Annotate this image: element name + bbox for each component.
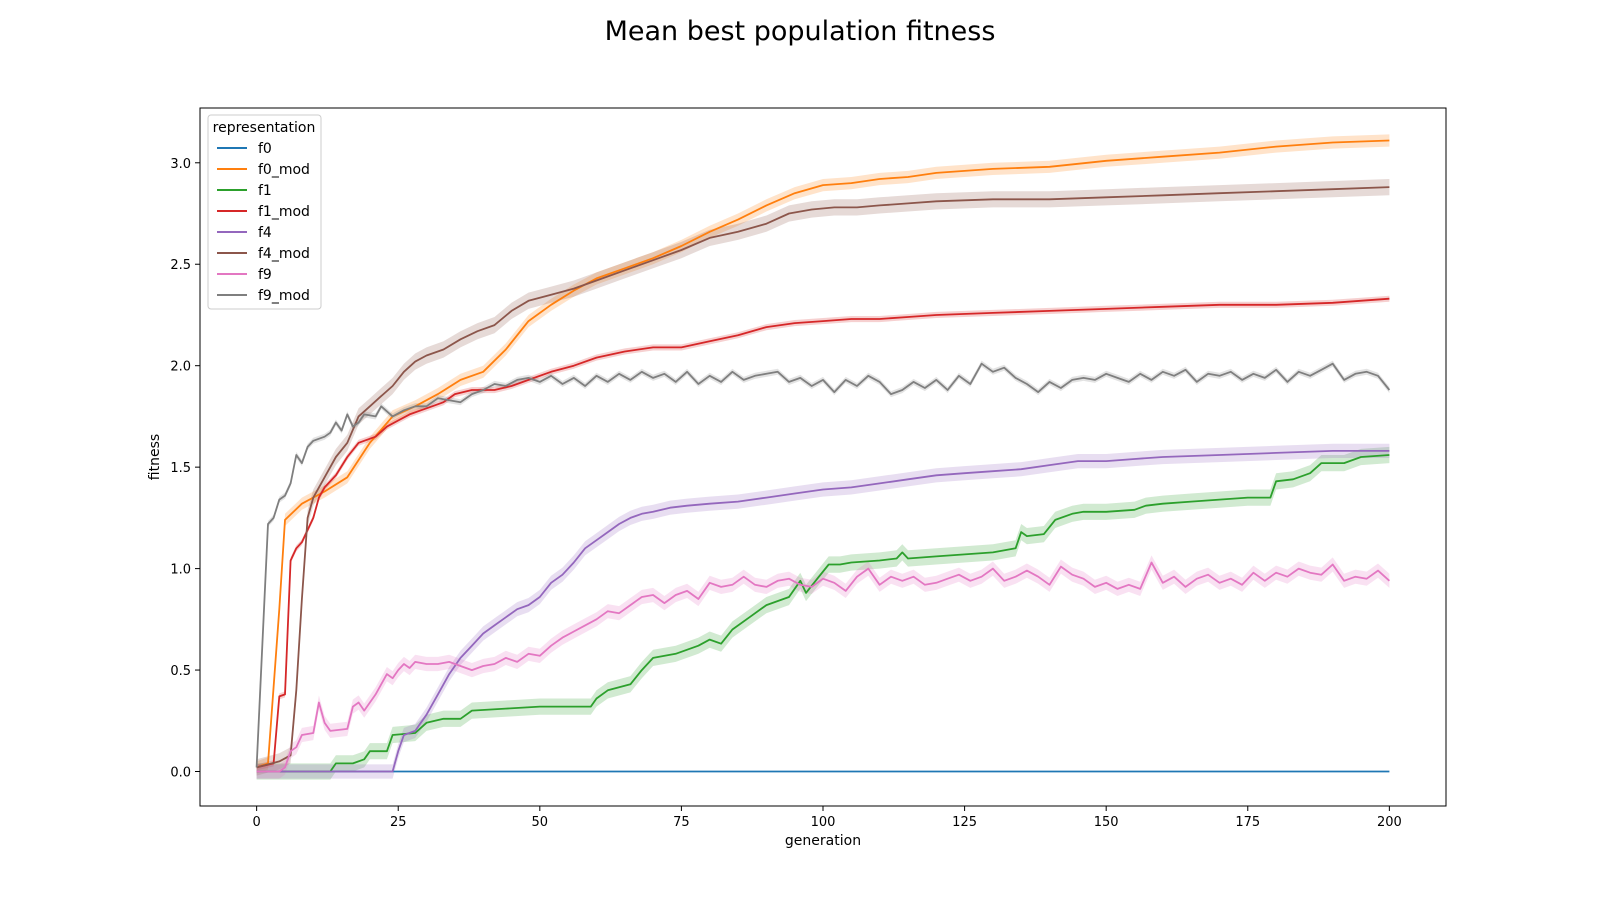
series-line-f4 — [256, 449, 1390, 773]
confidence-bands — [256, 134, 1390, 780]
series-line-f1 — [256, 454, 1390, 773]
legend-item-f0_mod: f0_mod — [217, 162, 310, 178]
legend-label: f9 — [258, 267, 272, 283]
legend-label: f0_mod — [258, 162, 310, 178]
legend-label: f9_mod — [258, 288, 310, 304]
legend-label: f4_mod — [258, 246, 310, 262]
x-tick-label: 200 — [1377, 815, 1402, 830]
x-tick-label: 25 — [390, 815, 407, 830]
y-tick-label: 2.5 — [170, 258, 191, 273]
legend-label: f4 — [258, 225, 272, 241]
x-axis-label: generation — [785, 833, 861, 849]
legend-item-f1_mod: f1_mod — [217, 204, 310, 220]
series-line-f9 — [256, 561, 1391, 773]
legend-label: f1 — [258, 183, 272, 199]
y-tick-label: 0.0 — [170, 766, 191, 781]
series-band-f9 — [256, 555, 1390, 779]
y-tick-label: 1.0 — [170, 563, 191, 578]
y-tick-label: 1.5 — [170, 461, 191, 476]
x-tick-label: 175 — [1235, 815, 1260, 830]
series-band-f4_mod — [256, 179, 1390, 776]
x-tick-label: 100 — [811, 815, 836, 830]
y-axis-ticks: 0.0 0.5 1.0 1.5 2.0 2.5 3.0 — [170, 157, 200, 781]
legend-label: f0 — [258, 141, 272, 157]
series-band-f1 — [256, 446, 1390, 780]
legend-item-f4: f4 — [217, 225, 272, 241]
x-tick-label: 125 — [952, 815, 977, 830]
legend-title: representation — [213, 120, 316, 136]
x-tick-label: 50 — [532, 815, 549, 830]
series-line-f9_mod — [255, 362, 1391, 768]
series-line-f4_mod — [256, 186, 1390, 769]
y-tick-label: 0.5 — [170, 664, 191, 679]
y-axis-label: fitness — [147, 434, 163, 480]
x-tick-label: 75 — [673, 815, 690, 830]
y-tick-label: 3.0 — [170, 157, 191, 172]
legend-label: f1_mod — [258, 204, 310, 220]
series-line-f1_mod — [256, 297, 1390, 769]
legend-item-f9_mod: f9_mod — [217, 288, 310, 304]
series-lines — [255, 139, 1391, 773]
legend-box — [207, 114, 322, 310]
series-band-f1_mod — [256, 295, 1390, 771]
x-tick-label: 150 — [1094, 815, 1119, 830]
x-axis-ticks: 0 25 50 75 100 125 150 175 200 — [252, 806, 1402, 830]
series-line-f0_mod — [256, 139, 1390, 769]
legend-items: f0 f0_mod f1 f1_mod f4 f4_mod f9 f9_mod — [217, 141, 310, 304]
legend-item-f0: f0 — [217, 141, 272, 157]
y-tick-label: 2.0 — [170, 360, 191, 375]
legend: representation f0f0_modf1f1_modf4f4_modf… — [207, 114, 322, 310]
legend-item-f4_mod: f4_mod — [217, 246, 310, 262]
plot-area: 0 25 50 75 100 125 150 175 200 0.0 0.5 1.0 1.5 2.0 2.… — [170, 107, 1447, 830]
legend-item-f9: f9 — [217, 267, 272, 283]
x-tick-label: 0 — [252, 815, 260, 830]
chart-title: Mean best population fitness — [605, 16, 996, 47]
legend-item-f1: f1 — [217, 183, 272, 199]
